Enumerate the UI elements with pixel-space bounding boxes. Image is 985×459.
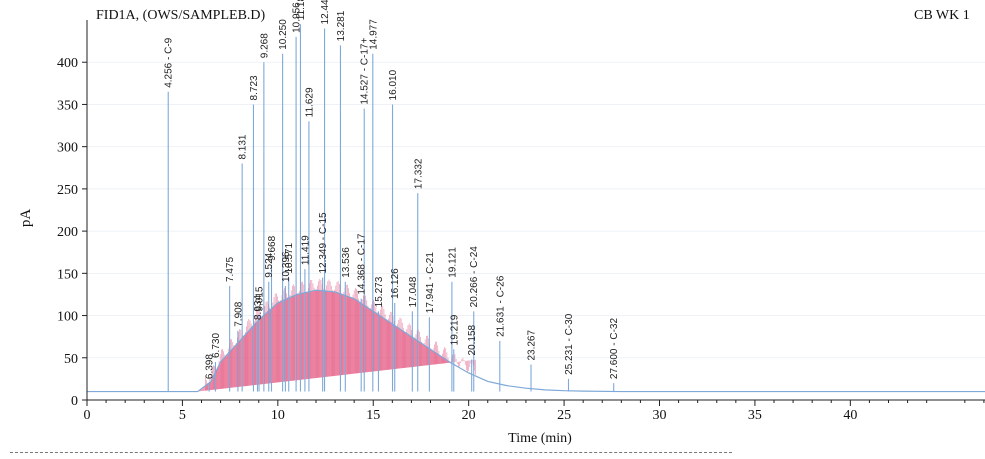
peak-label-37: 23.267 bbox=[527, 330, 538, 361]
peak-label-33: 19.219 bbox=[449, 314, 460, 345]
axes: 0 50 100 150 200 250 300 350 400 0 5 10 15 20 25 30 35 40 bbox=[57, 20, 985, 423]
peak-label-3: 7.475 bbox=[225, 257, 236, 282]
peak-label-35: 20.266 - C-24 bbox=[469, 246, 480, 308]
footer-divider bbox=[10, 452, 732, 453]
x-tick-label: 30 bbox=[653, 408, 667, 423]
hump-fill bbox=[197, 278, 476, 392]
peak-label-7: 8.934 bbox=[253, 295, 264, 320]
peak-label-1: 6.398 bbox=[205, 354, 216, 379]
peak-label-10: 9.524 bbox=[264, 252, 275, 277]
peak-label-13: 10.396 bbox=[281, 251, 292, 282]
y-tick-label: 100 bbox=[57, 310, 78, 325]
peak-label-19: 12.349 - C-15 bbox=[318, 212, 329, 274]
peak-label-26: 15.273 bbox=[374, 276, 385, 307]
peak-label-34: 20.158 bbox=[467, 324, 478, 355]
peak-label-29: 17.048 bbox=[408, 276, 419, 307]
x-tick-label: 0 bbox=[84, 408, 91, 423]
y-tick-label: 50 bbox=[64, 352, 78, 367]
x-tick-label: 10 bbox=[271, 408, 285, 423]
signal-title: FID1A, (OWS/SAMPLEB.D) bbox=[96, 8, 266, 23]
peak-label-11: 9.668 bbox=[267, 235, 278, 260]
peak-label-32: 19.121 bbox=[447, 247, 458, 278]
peak-label-5: 8.131 bbox=[238, 134, 249, 159]
peak-label-2: 6.730 bbox=[211, 333, 222, 358]
x-tick-label: 5 bbox=[179, 408, 186, 423]
peak-label-24: 14.527 - C-17+ bbox=[360, 38, 371, 105]
y-tick-label: 350 bbox=[57, 98, 78, 113]
peak-label-8: 9.015 bbox=[255, 286, 266, 311]
peak-label-16: 11.186 bbox=[296, 0, 307, 20]
peak-label-6: 8.723 bbox=[249, 75, 260, 100]
peak-label-15: 10.956 bbox=[292, 2, 303, 33]
peak-label-4: 7.908 bbox=[233, 301, 244, 326]
x-tick-label: 25 bbox=[557, 408, 571, 423]
peak-label-25: 14.977 bbox=[368, 19, 379, 50]
x-axis-label: Time (min) bbox=[508, 431, 572, 446]
y-tick-label: 200 bbox=[57, 225, 78, 240]
peak-label-27: 16.010 bbox=[388, 69, 399, 100]
y-tick-label: 250 bbox=[57, 183, 78, 198]
peak-label-20: 12.449 bbox=[320, 0, 331, 24]
x-tick-label: 20 bbox=[462, 408, 476, 423]
y-tick-label: 300 bbox=[57, 141, 78, 156]
peak-label-17: 11.419 bbox=[300, 235, 311, 265]
peak-label-22: 13.536 bbox=[341, 247, 352, 278]
y-axis-label: pA bbox=[18, 209, 34, 228]
peak-label-38: 25.231 - C-30 bbox=[564, 313, 575, 375]
peak-label-28: 16.126 bbox=[390, 268, 401, 299]
peak-label-12: 10.250 bbox=[278, 19, 289, 50]
peak-label-14: 10.571 bbox=[284, 243, 295, 274]
peak-label-30: 17.332 bbox=[413, 158, 424, 189]
x-tick-label: 15 bbox=[366, 408, 380, 423]
peak-label-21: 13.281 bbox=[336, 10, 347, 41]
peak-label-0: 4.256 - C-9 bbox=[164, 37, 175, 87]
y-tick-label: 0 bbox=[71, 394, 78, 409]
peak-label-23: 14.368 - C-17 bbox=[357, 233, 368, 295]
peak-label-31: 17.941 - C-21 bbox=[425, 252, 436, 314]
peak-label-39: 27.600 - C-32 bbox=[609, 318, 620, 380]
x-tick-label: 40 bbox=[843, 408, 857, 423]
sample-name: CB WK 1 bbox=[914, 8, 970, 23]
x-tick-label: 35 bbox=[748, 408, 762, 423]
peak-label-18: 11.629 bbox=[304, 87, 315, 117]
y-tick-label: 400 bbox=[57, 56, 78, 71]
signal-trace bbox=[87, 24, 985, 393]
peak-label-36: 21.631 - C-26 bbox=[495, 275, 506, 337]
y-tick-label: 150 bbox=[57, 267, 78, 282]
peak-label-9: 9.268 bbox=[259, 33, 270, 58]
